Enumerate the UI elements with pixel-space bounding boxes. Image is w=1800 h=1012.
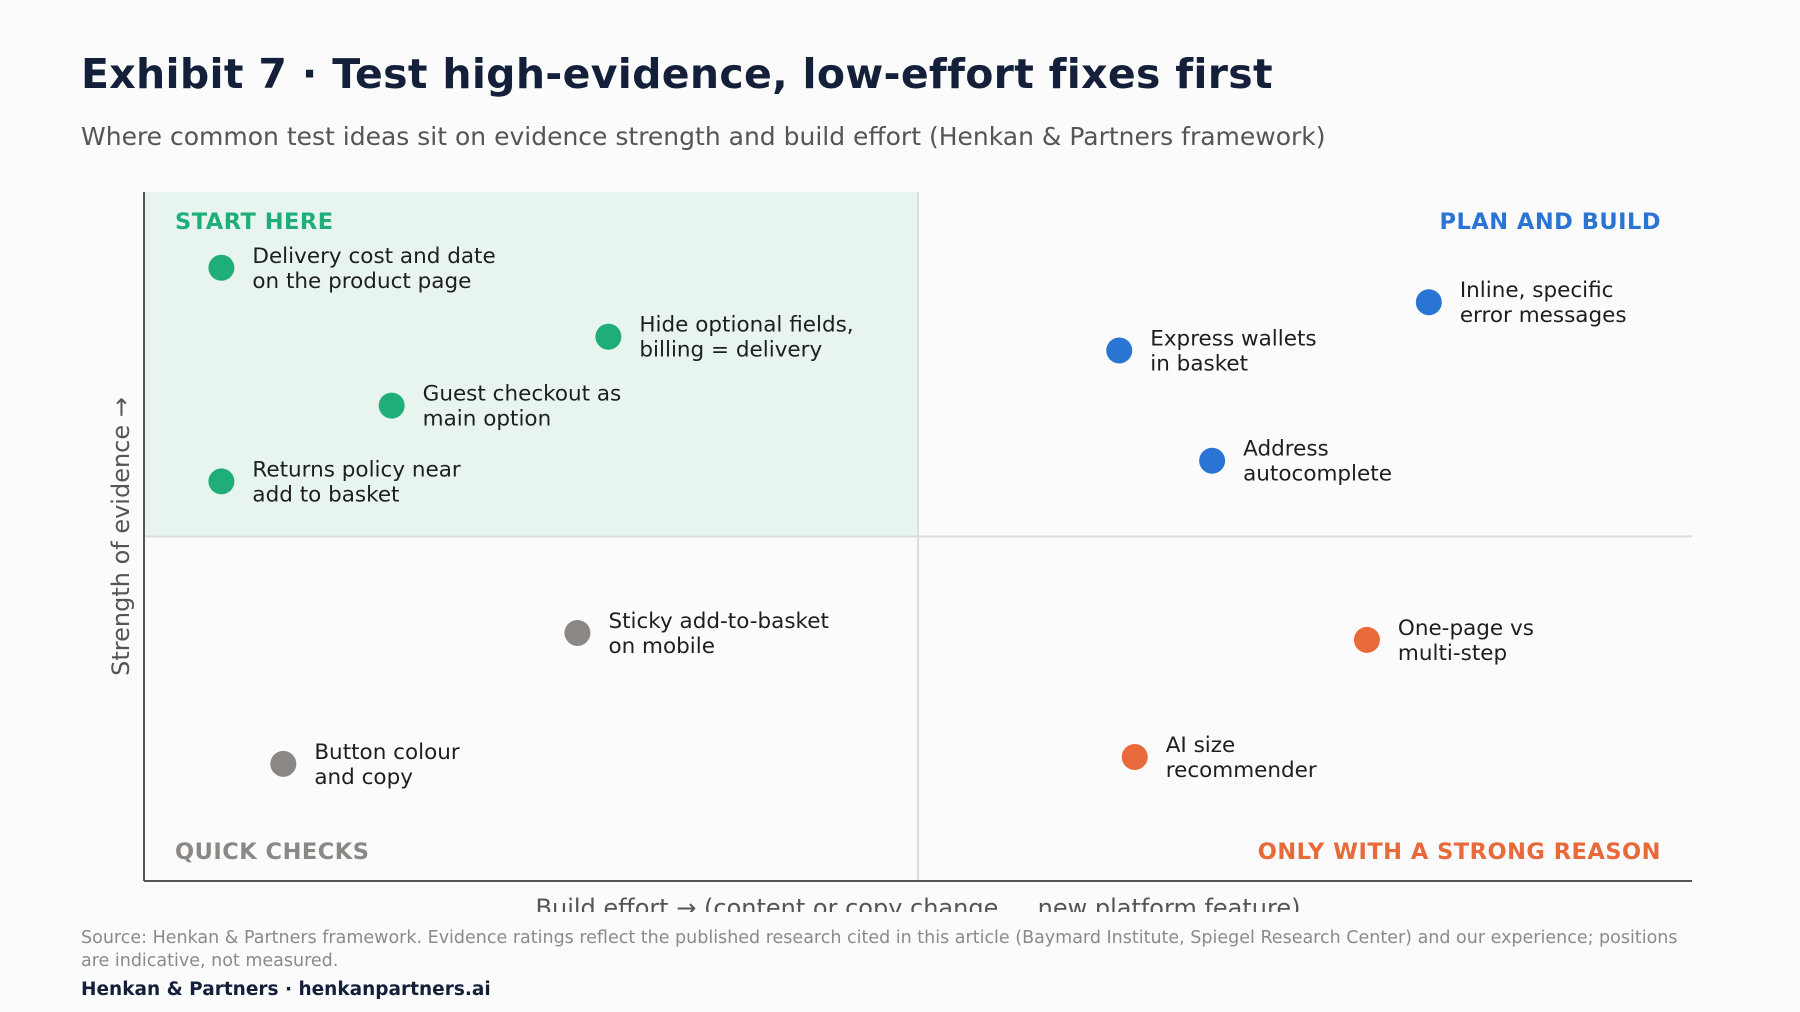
quadrant-label-plan-and-build: PLAN AND BUILD bbox=[1440, 209, 1661, 235]
data-point bbox=[208, 254, 235, 281]
data-point-label-line: on the product page bbox=[252, 269, 471, 294]
x-axis-label: Build effort → (content or copy change …… bbox=[536, 894, 1301, 912]
data-point bbox=[1353, 626, 1380, 653]
data-point bbox=[564, 619, 591, 646]
data-point-label-line: Inline, specific bbox=[1460, 278, 1614, 303]
data-point bbox=[208, 468, 235, 495]
data-point-label-line: main option bbox=[423, 407, 552, 432]
data-point-label-line: Sticky add-to-basket bbox=[608, 609, 828, 634]
chart-title: Exhibit 7 · Test high-evidence, low-effo… bbox=[81, 50, 1273, 98]
data-point-label-line: Button colour bbox=[314, 740, 460, 765]
data-point-label: Hide optional fields, billing = delivery bbox=[639, 313, 853, 363]
y-axis-label: Strength of evidence → bbox=[107, 397, 135, 676]
data-point bbox=[595, 323, 622, 350]
quadrant-chart: Build effort → (content or copy change …… bbox=[107, 192, 1692, 912]
data-point-label-line: Guest checkout as bbox=[423, 382, 622, 407]
data-point-label-line: Returns policy near bbox=[252, 457, 461, 482]
data-point-label-line: recommender bbox=[1166, 758, 1317, 783]
data-point-label: Inline, specific error messages bbox=[1460, 278, 1627, 328]
data-point-label-line: Address bbox=[1243, 437, 1329, 462]
data-point-label-line: Express wallets bbox=[1150, 326, 1316, 351]
data-point bbox=[1199, 447, 1226, 474]
data-point-label-line: and copy bbox=[314, 765, 413, 790]
data-point bbox=[1121, 743, 1148, 770]
data-point-label-line: on mobile bbox=[608, 634, 715, 659]
data-point-label-line: add to basket bbox=[252, 482, 399, 507]
source-note: Source: Henkan & Partners framework. Evi… bbox=[81, 928, 1678, 971]
data-point bbox=[1106, 337, 1133, 364]
quadrant-label-quick-checks: QUICK CHECKS bbox=[175, 839, 369, 865]
data-point-label-line: multi-step bbox=[1398, 641, 1507, 666]
data-point-label-line: billing = delivery bbox=[639, 338, 822, 363]
data-point-label: Delivery cost and date on the product pag… bbox=[252, 244, 495, 294]
chart-subtitle: Where common test ideas sit on evidence … bbox=[81, 122, 1326, 151]
data-point-label-line: autocomplete bbox=[1243, 462, 1392, 487]
brand-footer: Henkan & Partners · henkanpartners.ai bbox=[81, 979, 491, 1000]
data-point-label-line: Delivery cost and date bbox=[252, 244, 495, 269]
data-point-label: AI size recommender bbox=[1166, 733, 1317, 783]
quadrant-highlight bbox=[144, 192, 918, 537]
data-point bbox=[270, 750, 297, 777]
data-point-label: Returns policy near add to basket bbox=[252, 457, 461, 507]
data-point-label-line: AI size bbox=[1166, 733, 1236, 758]
quadrant-label-start-here: START HERE bbox=[175, 209, 334, 235]
data-point-label-line: One-page vs bbox=[1398, 616, 1534, 641]
data-point-label: Sticky add-to-basket on mobile bbox=[608, 609, 828, 659]
data-point-label: One-page vs multi-step bbox=[1398, 616, 1534, 666]
data-point-label: Guest checkout as main option bbox=[423, 382, 622, 432]
data-point-label: Button colour and copy bbox=[314, 740, 460, 790]
data-point-label-line: in basket bbox=[1150, 351, 1248, 376]
data-point-label-line: Hide optional fields, bbox=[639, 313, 853, 338]
data-point-label: Express wallets in basket bbox=[1150, 326, 1316, 376]
data-point bbox=[378, 392, 405, 419]
data-point-label: Address autocomplete bbox=[1243, 437, 1392, 487]
quadrant-label-strong-reason: ONLY WITH A STRONG REASON bbox=[1258, 839, 1661, 865]
data-point bbox=[1415, 289, 1442, 316]
data-point-label-line: error messages bbox=[1460, 303, 1627, 328]
